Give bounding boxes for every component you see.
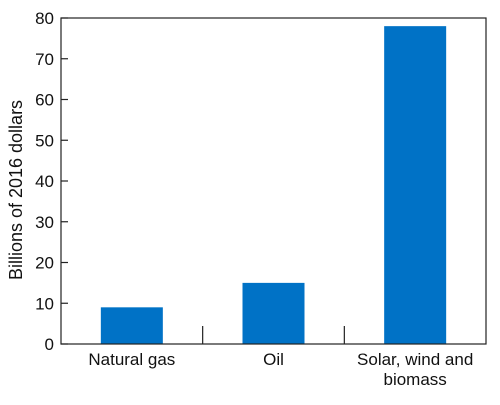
bar [242,282,305,344]
y-tick-label: 60 [35,91,54,110]
y-tick-label: 0 [45,335,54,354]
y-tick-label: 50 [35,131,54,150]
y-axis-ticks: 0 10 20 30 40 50 60 70 80 [35,9,68,354]
y-tick-label: 80 [35,9,54,28]
bar-group [100,26,447,345]
y-tick-label: 40 [35,172,54,191]
x-category-label: Natural gas [88,350,175,369]
x-category-label: Oil [263,350,284,369]
y-tick-label: 20 [35,254,54,273]
bar [384,26,447,345]
y-tick-label: 10 [35,294,54,313]
x-axis-labels: Natural gas Oil Solar, wind and biomass [88,350,473,389]
y-axis-title: Billions of 2016 dollars [6,100,26,280]
bar [100,307,163,344]
x-category-label: Solar, wind and biomass [357,350,473,389]
y-tick-label: 70 [35,50,54,69]
y-tick-label: 30 [35,213,54,232]
